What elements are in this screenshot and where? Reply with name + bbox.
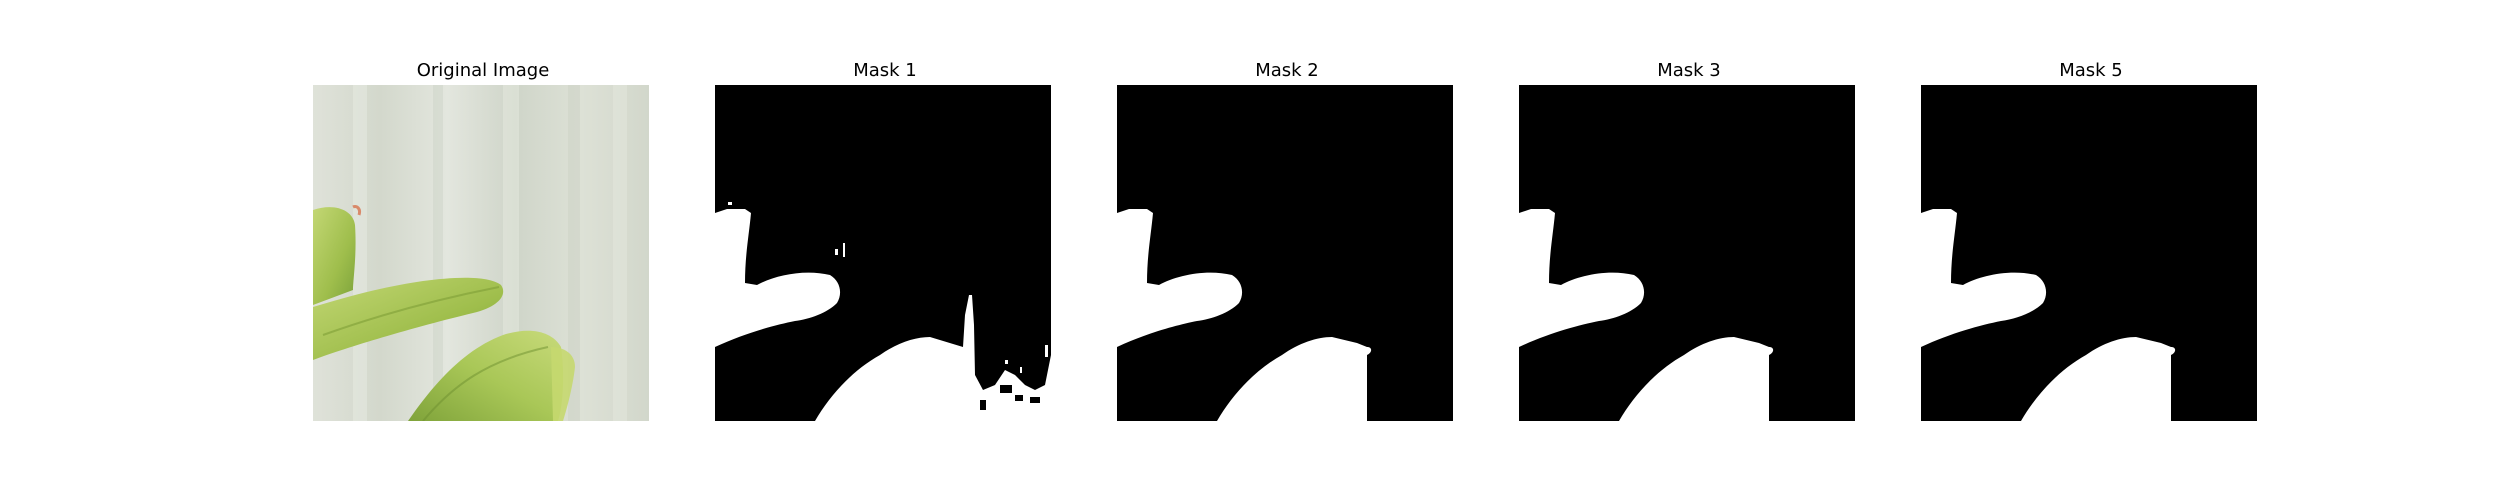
leaf-upper-left — [313, 207, 356, 305]
mask-1-drawing — [715, 85, 1051, 421]
mask-5-image — [1921, 85, 2257, 421]
panel-title: Original Image — [416, 60, 550, 81]
mask-5-drawing — [1921, 85, 2257, 421]
mask-3-image — [1519, 85, 1855, 421]
panel-title: Mask 5 — [2059, 60, 2123, 81]
mask-1-image — [715, 85, 1051, 421]
panel-mask-5: Mask 5 — [1921, 60, 2261, 430]
panel-title: Mask 3 — [1657, 60, 1721, 81]
mask-foreground — [1117, 209, 1372, 421]
panel-title: Mask 1 — [853, 60, 917, 81]
panel-mask-2: Mask 2 — [1117, 60, 1457, 430]
original-photo — [313, 85, 649, 421]
panel-mask-3: Mask 3 — [1519, 60, 1859, 430]
panel-original-image: Original Image — [313, 60, 653, 430]
panel-mask-1: Mask 1 — [715, 60, 1055, 430]
mask-foreground — [715, 202, 1051, 421]
mask-2-image — [1117, 85, 1453, 421]
mask-3-drawing — [1519, 85, 1855, 421]
panel-title: Mask 2 — [1255, 60, 1319, 81]
mask-2-drawing — [1117, 85, 1453, 421]
leaf-center — [313, 277, 504, 360]
mask-foreground — [1921, 209, 2176, 421]
mask-foreground — [1519, 209, 1774, 421]
original-photo-drawing — [313, 85, 649, 421]
